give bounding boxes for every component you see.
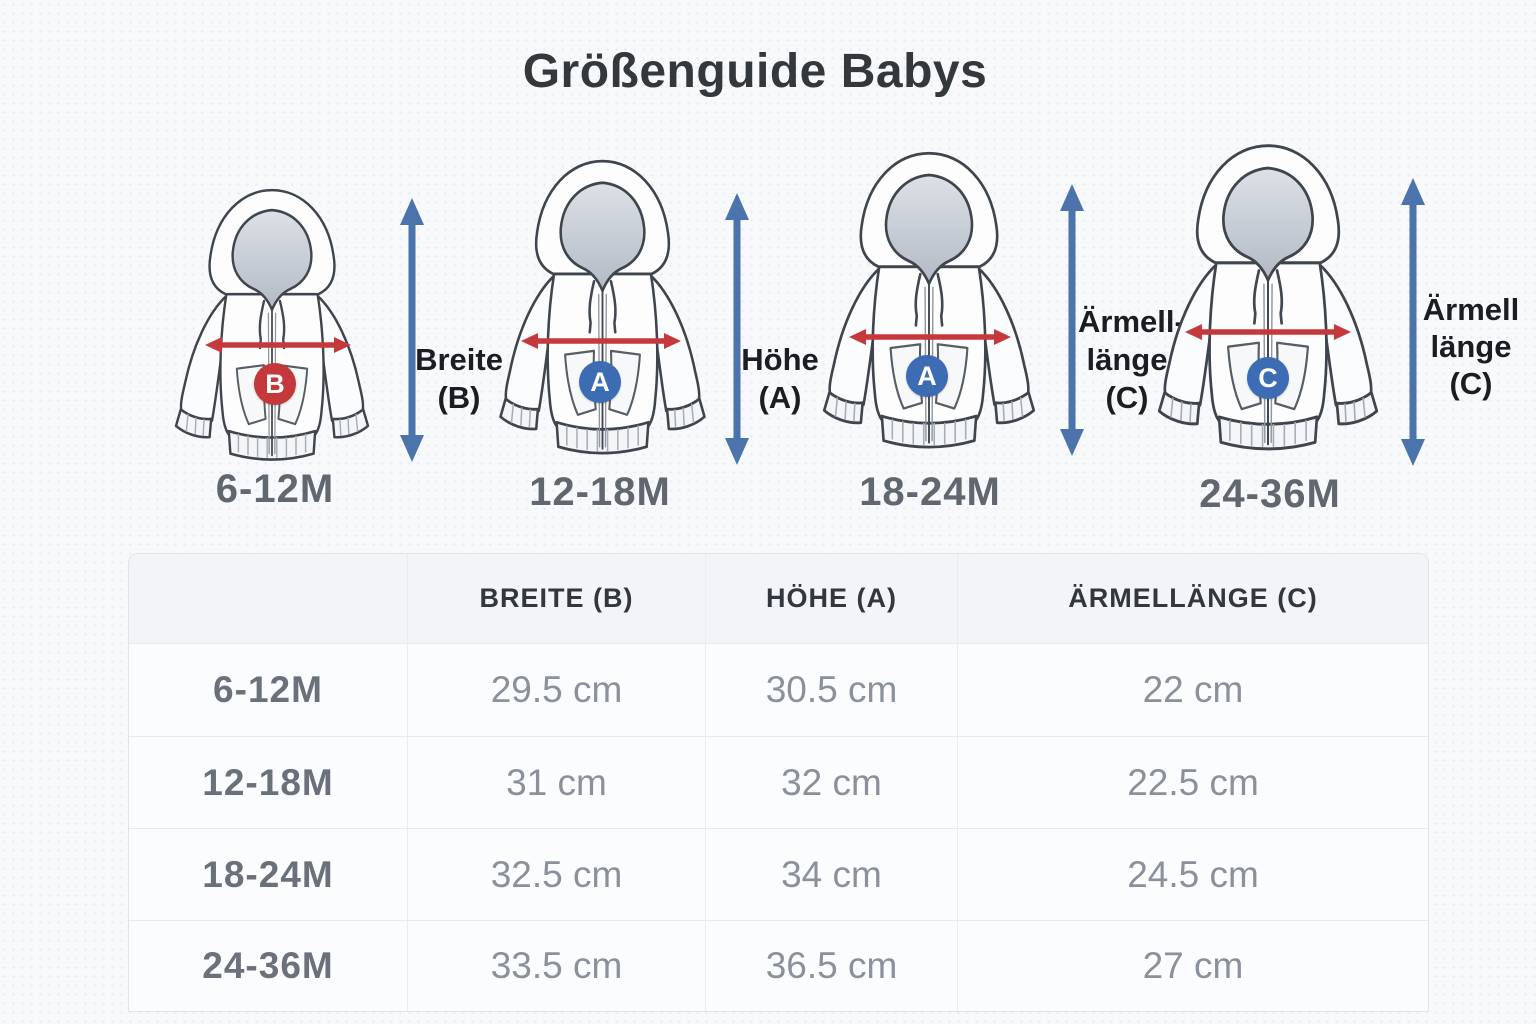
table-cell: 29.5 cm xyxy=(407,643,705,736)
hoodie-illustration xyxy=(499,159,706,455)
table-row-size: 24-36M xyxy=(129,920,407,1011)
hoodie-illustration xyxy=(174,188,370,461)
measure-label-aermellaenge: Ärmell- länge (C) xyxy=(1078,304,1185,415)
page-title: Größenguide Babys xyxy=(522,45,988,98)
measure-badge-a: A xyxy=(906,355,948,397)
table-cell: 31 cm xyxy=(407,736,705,828)
measure-badge-a: A xyxy=(579,361,621,403)
table-cell: 32.5 cm xyxy=(407,828,705,920)
vertical-measure-arrow-icon xyxy=(1060,184,1084,456)
vertical-measure-arrow-icon xyxy=(1401,178,1425,466)
table-cell: 27 cm xyxy=(957,920,1428,1011)
measure-badge-c: C xyxy=(1247,357,1289,399)
table-header-breite: BREITE (B) xyxy=(407,554,705,643)
width-measure-arrow-icon xyxy=(521,333,681,349)
table-cell: 36.5 cm xyxy=(705,920,957,1011)
table-cell: 33.5 cm xyxy=(407,920,705,1011)
hoodie-illustration xyxy=(1157,144,1379,451)
table-header-aermellaenge: ÄRMELLÄNGE (C) xyxy=(957,554,1428,643)
table-cell: 22.5 cm xyxy=(957,736,1428,828)
table-row-size: 6-12M xyxy=(129,643,407,736)
vertical-measure-arrow-icon xyxy=(400,198,424,462)
table-row-size: 12-18M xyxy=(129,736,407,828)
table-cell: 32 cm xyxy=(705,736,957,828)
table-row-size: 18-24M xyxy=(129,828,407,920)
figure-size-label: 18-24M xyxy=(859,470,1001,514)
measure-label-breite: Breite (B) xyxy=(415,342,503,415)
width-measure-arrow-icon xyxy=(849,329,1011,345)
table-header-size xyxy=(129,554,407,643)
measure-badge-b: B xyxy=(254,363,296,405)
table-cell: 24.5 cm xyxy=(957,828,1428,920)
figure-size-label: 24-36M xyxy=(1199,472,1341,516)
table-cell: 30.5 cm xyxy=(705,643,957,736)
measure-label-hoehe: Höhe (A) xyxy=(741,342,819,415)
measure-label-aermellaenge: Ärmell länge (C) xyxy=(1422,292,1520,401)
table-header-hoehe: HÖHE (A) xyxy=(705,554,957,643)
width-measure-arrow-icon xyxy=(1185,324,1351,340)
hoodie-illustration xyxy=(822,151,1036,449)
table-cell: 34 cm xyxy=(705,828,957,920)
figure-size-label: 12-18M xyxy=(529,470,671,514)
table-cell: 22 cm xyxy=(957,643,1428,736)
size-guide-table: BREITE (B) HÖHE (A) ÄRMELLÄNGE (C) 6-12M… xyxy=(128,553,1429,1012)
width-measure-arrow-icon xyxy=(205,337,351,353)
vertical-measure-arrow-icon xyxy=(725,193,749,465)
figure-size-label: 6-12M xyxy=(215,467,335,511)
